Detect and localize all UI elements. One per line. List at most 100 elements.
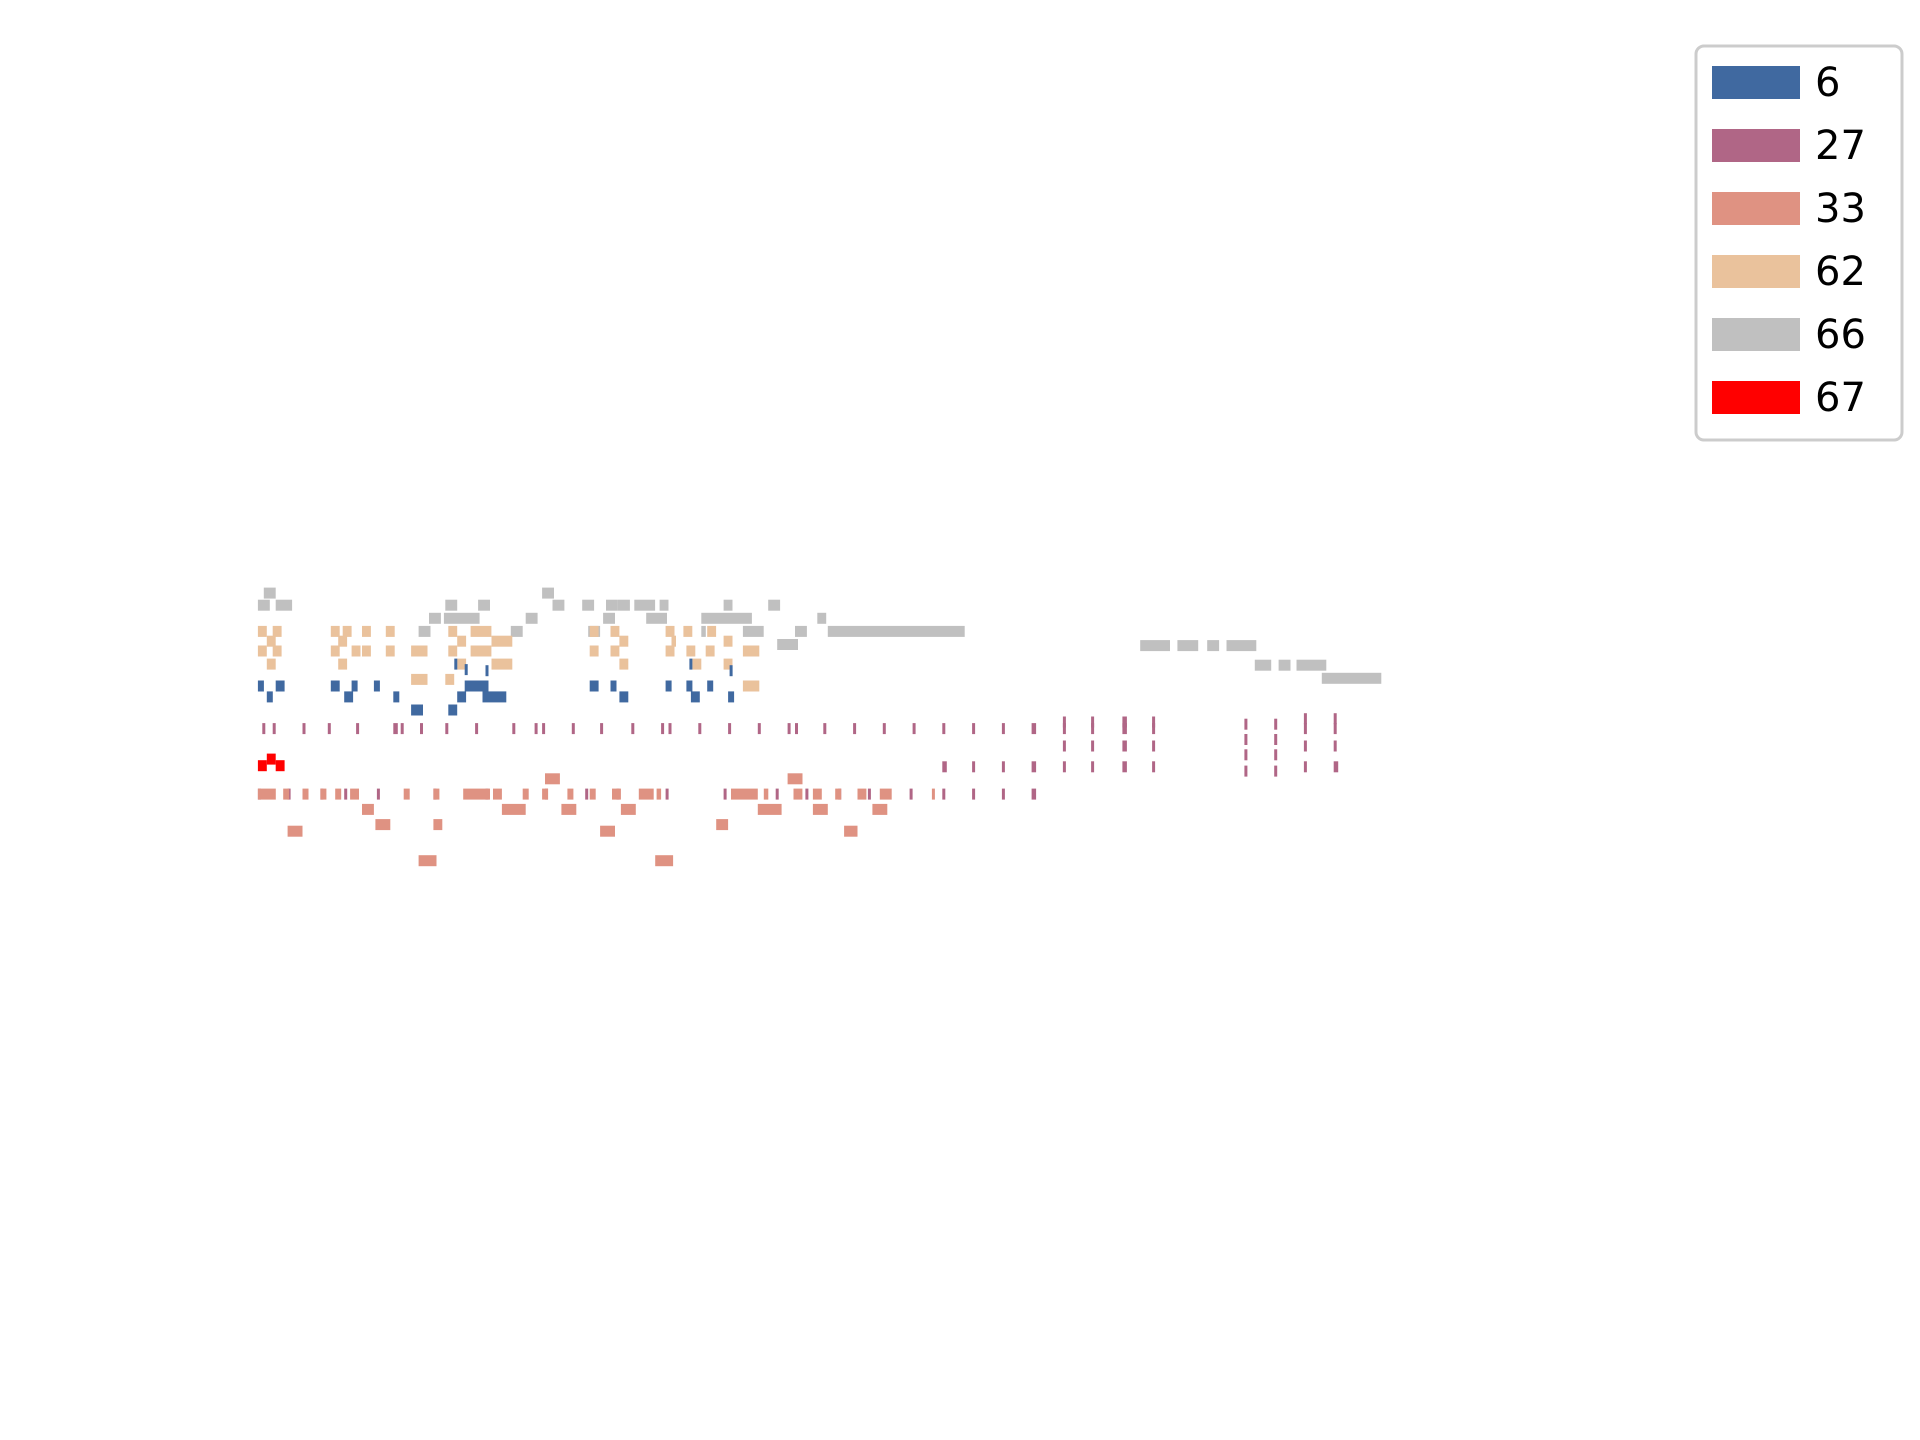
legend-swatch [1712, 381, 1800, 414]
legend-entry: 67 [1712, 375, 1866, 421]
note-bar [1244, 718, 1248, 730]
note-bar [742, 625, 764, 637]
note-bar [600, 723, 604, 735]
note-bar [707, 625, 717, 637]
note-bar [561, 803, 577, 815]
note-bar [1254, 659, 1272, 671]
note-bar [454, 658, 458, 670]
note-bar [1226, 640, 1257, 652]
note-bar [731, 788, 758, 800]
note-bar [257, 599, 270, 611]
note-bar [686, 645, 696, 657]
legend-swatch [1712, 318, 1800, 351]
note-bar [1062, 761, 1066, 773]
note-bar [448, 625, 458, 637]
legend-label: 62 [1815, 249, 1866, 295]
note-bar [266, 658, 276, 670]
note-bar [475, 723, 479, 735]
note-bar [1001, 723, 1005, 735]
note-bar [362, 625, 371, 637]
note-bar [1062, 723, 1066, 735]
note-bar [909, 788, 913, 800]
note-bar [692, 658, 702, 670]
note-bar [612, 788, 621, 800]
note-bar [464, 680, 489, 692]
note-bar [338, 658, 348, 670]
note-bar [1152, 761, 1156, 773]
legend-entry: 27 [1712, 123, 1866, 169]
note-bar [344, 691, 354, 703]
note-bar [362, 645, 371, 657]
note-bar [1333, 740, 1337, 752]
note-bar [589, 645, 599, 657]
note-bar [817, 612, 827, 624]
note-bar [723, 788, 727, 800]
note-bar [619, 635, 629, 647]
note-bar [690, 691, 700, 703]
note-bar [257, 625, 267, 637]
note-bar [1091, 716, 1095, 728]
note-bar [1091, 723, 1095, 735]
note-bar [665, 625, 675, 637]
note-bar [302, 723, 306, 735]
note-bar [1062, 740, 1066, 752]
note-bar [257, 680, 264, 692]
note-bar [457, 691, 467, 703]
note-bar [603, 612, 615, 624]
note-bar [742, 645, 760, 657]
note-bar [835, 788, 842, 800]
note-bar [972, 788, 976, 800]
note-bar [585, 788, 589, 800]
note-bar [867, 788, 871, 800]
note-bar [582, 599, 595, 611]
series-62 [257, 625, 760, 692]
note-bar [470, 625, 492, 637]
note-bar [1303, 761, 1307, 773]
note-bar [589, 680, 599, 692]
note-bar [634, 599, 656, 611]
note-bar [393, 691, 400, 703]
note-bar [1244, 765, 1248, 777]
note-bar [335, 788, 342, 800]
note-bar [618, 599, 630, 611]
legend-swatch [1712, 66, 1800, 99]
note-bar [385, 645, 395, 657]
note-bar [257, 760, 267, 772]
note-bar [356, 723, 360, 735]
note-bar [1278, 659, 1291, 671]
note-bar [619, 691, 629, 703]
note-bar [827, 625, 965, 637]
note-bar [729, 665, 733, 677]
note-bar [1207, 640, 1220, 652]
note-bar [665, 788, 669, 800]
note-bar [501, 803, 526, 815]
note-bar [375, 819, 391, 831]
note-bar [589, 625, 599, 637]
note-bar [1333, 723, 1337, 735]
note-bar [470, 645, 492, 657]
note-bar [362, 803, 374, 815]
note-bar [1303, 723, 1307, 735]
note-bar [646, 612, 667, 624]
note-bar [638, 788, 654, 800]
note-bar [879, 788, 892, 800]
note-bar [433, 788, 440, 800]
note-bar [942, 761, 947, 773]
note-bar [522, 788, 529, 800]
note-bar [266, 691, 273, 703]
note-bar [665, 645, 675, 657]
note-bar [1244, 749, 1248, 761]
note-bar [263, 587, 276, 599]
note-bar [1333, 713, 1337, 725]
note-bar [457, 635, 467, 647]
note-bar [1321, 672, 1382, 684]
note-bar [972, 723, 976, 735]
note-bar [610, 645, 620, 657]
legend-label: 66 [1815, 312, 1866, 358]
note-bar [351, 680, 358, 692]
note-bar [698, 723, 702, 735]
note-bar [420, 723, 423, 735]
note-bar [931, 788, 935, 800]
note-bar [411, 673, 428, 685]
note-bar [812, 788, 822, 800]
